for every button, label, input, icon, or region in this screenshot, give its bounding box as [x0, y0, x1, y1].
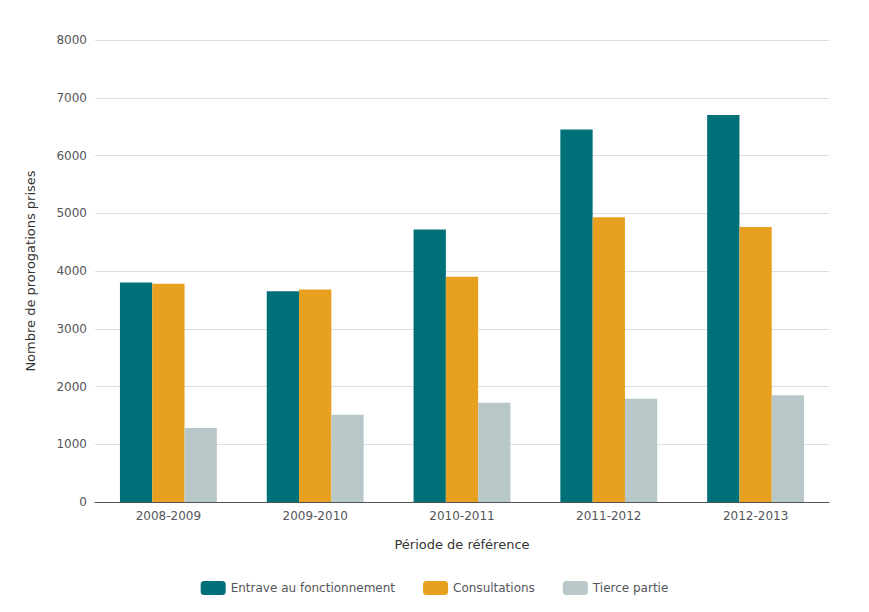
svg-text:2011-2012: 2011-2012	[576, 509, 641, 523]
svg-text:4000: 4000	[56, 264, 87, 278]
svg-text:Tierce partie: Tierce partie	[592, 581, 668, 595]
svg-text:0: 0	[79, 495, 87, 509]
svg-text:5000: 5000	[56, 206, 87, 220]
svg-text:2009-2010: 2009-2010	[282, 509, 347, 523]
svg-text:7000: 7000	[56, 91, 87, 105]
svg-text:2010-2011: 2010-2011	[429, 509, 494, 523]
svg-text:8000: 8000	[56, 33, 87, 47]
svg-text:3000: 3000	[56, 322, 87, 336]
svg-text:2000: 2000	[56, 380, 87, 394]
svg-text:2012-2013: 2012-2013	[723, 509, 788, 523]
svg-text:Consultations: Consultations	[453, 581, 535, 595]
svg-text:Entrave au fonctionnement: Entrave au fonctionnement	[231, 581, 396, 595]
svg-text:1000: 1000	[56, 437, 87, 451]
svg-text:2008-2009: 2008-2009	[136, 509, 201, 523]
svg-text:Nombre de prorogations prises: Nombre de prorogations prises	[23, 170, 38, 371]
svg-text:6000: 6000	[56, 149, 87, 163]
svg-text:Période de référence: Période de référence	[394, 537, 529, 552]
